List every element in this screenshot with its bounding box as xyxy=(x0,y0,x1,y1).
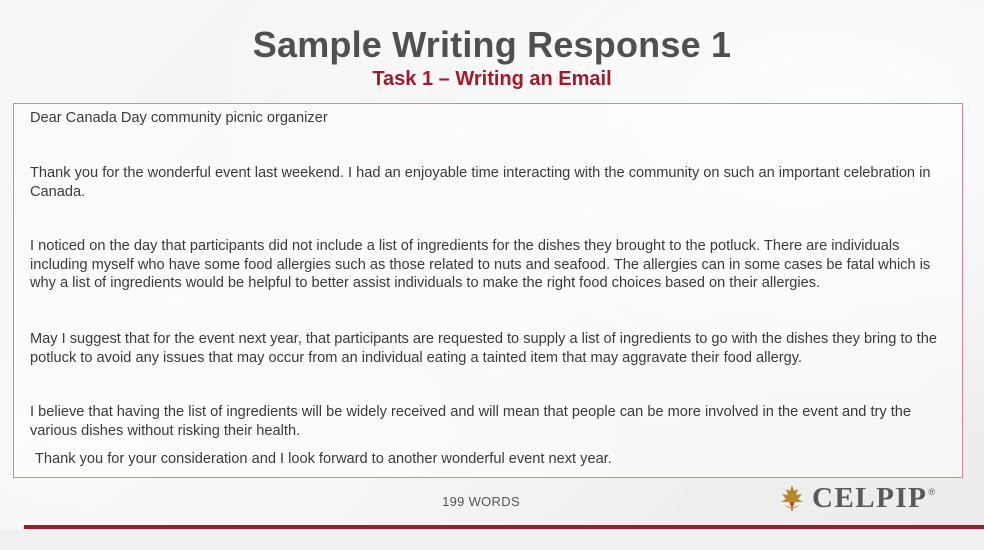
bottom-accent-bar xyxy=(24,525,984,529)
word-count: 199 WORDS xyxy=(442,494,520,509)
maple-leaf-icon xyxy=(781,485,803,511)
email-greeting: Dear Canada Day community picnic organiz… xyxy=(30,110,328,126)
registered-mark: ® xyxy=(928,487,935,497)
email-response-box: Dear Canada Day community picnic organiz… xyxy=(13,103,963,478)
page-title: Sample Writing Response 1 xyxy=(252,24,732,65)
email-paragraph-2: I noticed on the day that participants d… xyxy=(30,238,931,291)
celpip-logo: CELPIP ® xyxy=(778,480,935,516)
page-subtitle: Task 1 – Writing an Email xyxy=(372,68,612,90)
bottom-strip xyxy=(0,529,984,550)
email-closing: Thank you for your consideration and I l… xyxy=(35,451,612,467)
email-paragraph-4: I believe that having the list of ingred… xyxy=(30,404,912,439)
email-paragraph-1: Thank you for the wonderful event last w… xyxy=(30,165,931,200)
email-paragraph-3: May I suggest that for the event next ye… xyxy=(30,331,937,366)
logo-text: CELPIP xyxy=(812,481,928,514)
